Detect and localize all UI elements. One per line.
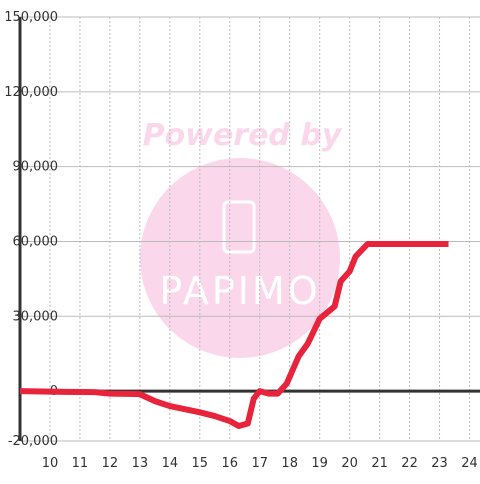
x-tick-label: 20 [341, 456, 358, 471]
x-tick-label: 10 [42, 456, 59, 471]
plot [19, 240, 449, 430]
y-tick-label: 60,000 [13, 234, 59, 249]
watermark-icon [222, 200, 256, 254]
x-tick-label: 13 [132, 456, 149, 471]
x-tick-label: 23 [431, 456, 448, 471]
y-tick-label: 30,000 [13, 309, 59, 324]
x-tick-label: 21 [371, 456, 388, 471]
y-tick-label: 120,000 [4, 85, 58, 100]
x-tick-label: 15 [192, 456, 209, 471]
x-tick-label: 22 [401, 456, 418, 471]
watermark-text: Powered by [143, 118, 343, 153]
x-tick-label: 18 [281, 456, 298, 471]
x-tick-label: 11 [72, 456, 89, 471]
y-tick-label: -20,000 [8, 434, 58, 449]
x-tick-label: 19 [311, 456, 328, 471]
x-tick-label: 24 [461, 456, 478, 471]
watermark-circle [140, 158, 340, 358]
x-tick-label: 17 [251, 456, 268, 471]
line-series [19, 240, 449, 430]
x-tick-label: 12 [102, 456, 119, 471]
watermark: Powered by PAPIMO [140, 118, 343, 358]
y-tick-label: 90,000 [13, 160, 59, 175]
watermark-logo: PAPIMO [159, 269, 320, 313]
y-tick-label: 150,000 [4, 10, 58, 25]
x-tick-label: 16 [221, 456, 238, 471]
x-tick-label: 14 [162, 456, 179, 471]
